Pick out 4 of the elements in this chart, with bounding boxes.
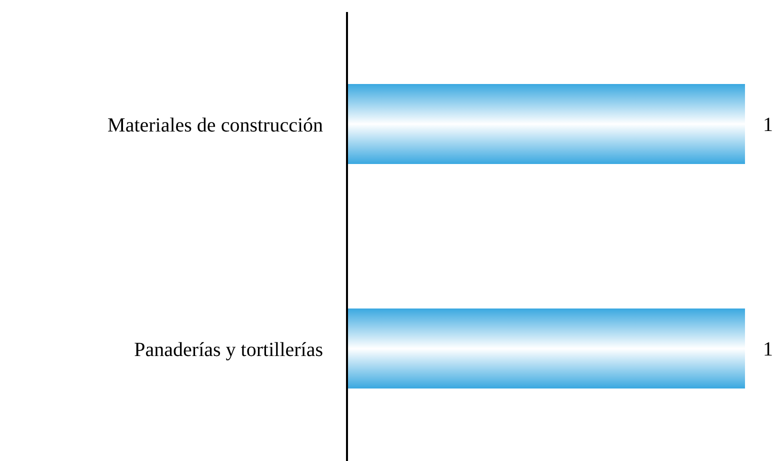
y-tick-label: Panaderías y tortillerías (134, 338, 324, 361)
data-label: 1 (763, 114, 773, 136)
data-label: 1 (763, 338, 773, 361)
y-tick-label: Materiales de construcción (108, 114, 323, 136)
